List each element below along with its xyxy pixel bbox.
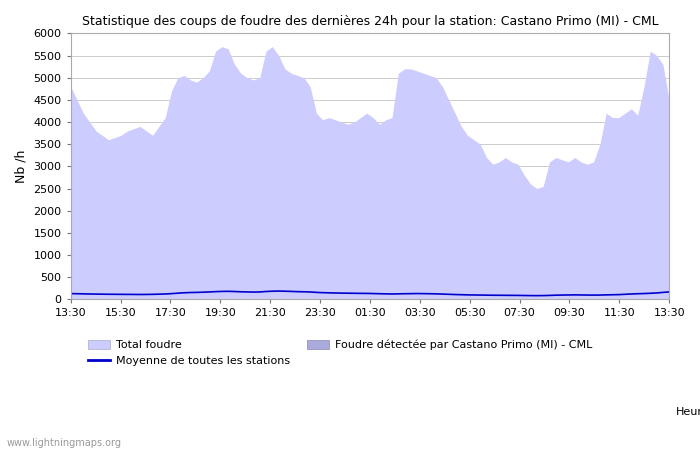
Title: Statistique des coups de foudre des dernières 24h pour la station: Castano Primo: Statistique des coups de foudre des dern…: [82, 15, 658, 28]
Y-axis label: Nb /h: Nb /h: [15, 150, 28, 183]
Text: www.lightningmaps.org: www.lightningmaps.org: [7, 438, 122, 448]
Text: Heure: Heure: [676, 407, 700, 417]
Legend: Total foudre, Moyenne de toutes les stations, Foudre détectée par Castano Primo : Total foudre, Moyenne de toutes les stat…: [88, 340, 592, 366]
